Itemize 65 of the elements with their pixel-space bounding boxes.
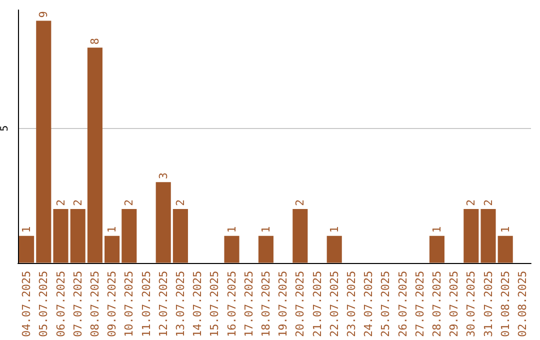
x-tick-label: 05.07.2025 — [37, 270, 50, 338]
bar — [292, 208, 308, 263]
bar — [122, 208, 137, 263]
x-tick-label: 09.07.2025 — [106, 270, 119, 338]
bar — [326, 236, 342, 263]
bar — [104, 236, 120, 263]
data-label: 1 — [259, 226, 272, 233]
x-tick-label: 15.07.2025 — [208, 270, 222, 338]
x-tick-label: 22.07.2025 — [328, 270, 341, 338]
x-tick-label: 16.07.2025 — [225, 270, 238, 338]
x-tick-label: 19.07.2025 — [276, 270, 290, 338]
x-tick-label: 26.07.2025 — [396, 270, 410, 338]
bar — [70, 208, 86, 263]
bar — [224, 236, 240, 263]
x-tick-label: 29.07.2025 — [448, 270, 461, 338]
bar — [498, 236, 513, 263]
x-tick-label: 27.07.2025 — [413, 270, 426, 338]
bar — [156, 182, 171, 263]
x-tick-label: 18.07.2025 — [259, 270, 272, 338]
data-label: 1 — [328, 226, 341, 233]
data-label: 2 — [464, 199, 478, 206]
data-label: 1 — [430, 226, 444, 233]
x-tick-label: 20.07.2025 — [294, 270, 307, 338]
data-label: 2 — [174, 199, 187, 206]
x-tick-label: 02.08.2025 — [516, 270, 529, 338]
x-tick-label: 31.07.2025 — [482, 270, 495, 338]
data-label: 1 — [498, 226, 512, 233]
bar — [87, 48, 102, 263]
data-label: 1 — [106, 226, 119, 233]
data-label: 2 — [294, 199, 307, 206]
data-label: 2 — [71, 199, 84, 206]
data-label: 8 — [88, 38, 102, 45]
y-tick-label: 5 — [0, 125, 10, 132]
x-tick-label: 01.08.2025 — [498, 270, 512, 338]
bar — [480, 208, 496, 263]
x-tick-label: 21.07.2025 — [310, 270, 324, 338]
data-label: 2 — [54, 199, 68, 206]
x-tick-label: 07.07.2025 — [71, 270, 84, 338]
x-tick-label: 17.07.2025 — [242, 270, 256, 338]
data-label: 2 — [122, 199, 136, 206]
x-tick-label: 28.07.2025 — [430, 270, 444, 338]
data-label: 3 — [156, 172, 170, 180]
bar — [19, 236, 34, 263]
x-tick-label: 06.07.2025 — [54, 270, 68, 338]
data-label: 1 — [20, 226, 34, 233]
bar — [53, 208, 68, 263]
x-tick-label: 10.07.2025 — [122, 270, 136, 338]
data-label: 2 — [482, 199, 495, 206]
x-tick-label: 08.07.2025 — [88, 270, 102, 338]
data-label: 1 — [225, 226, 238, 233]
x-tick-label: 12.07.2025 — [156, 270, 170, 338]
bar — [429, 236, 444, 263]
x-tick-label: 14.07.2025 — [191, 270, 204, 338]
bar — [172, 208, 188, 263]
x-tick-label: 24.07.2025 — [362, 270, 376, 338]
x-tick-label: 25.07.2025 — [379, 270, 392, 338]
bar — [258, 236, 274, 263]
x-tick-label: 13.07.2025 — [174, 270, 187, 338]
bar — [464, 208, 479, 263]
data-label: 9 — [37, 11, 50, 18]
bar — [36, 20, 52, 263]
x-tick-label: 11.07.2025 — [140, 270, 153, 338]
x-tick-label: 23.07.2025 — [344, 270, 358, 338]
x-tick-label: 04.07.2025 — [20, 270, 34, 338]
x-tick-label: 30.07.2025 — [464, 270, 478, 338]
